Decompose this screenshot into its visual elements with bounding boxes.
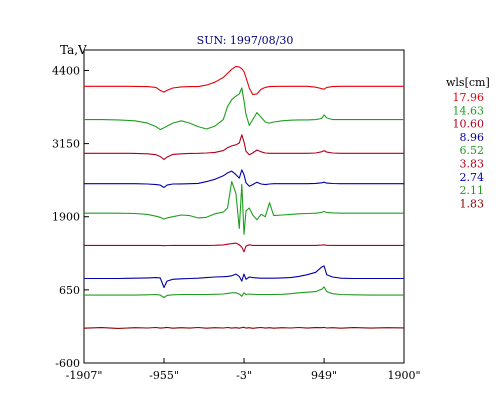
x-tick-label-0: -1907" xyxy=(66,369,103,382)
legend-item-4: 6.52 xyxy=(460,144,485,157)
y-axis-label: Ta,V xyxy=(60,43,87,57)
legend-item-7: 2.11 xyxy=(460,184,485,197)
plot-frame xyxy=(83,49,405,364)
series-line-8 xyxy=(83,326,405,329)
legend-item-1: 14.63 xyxy=(453,104,485,117)
y-tick-label-0: 4400 xyxy=(52,64,80,77)
legend-item-0: 17.96 xyxy=(453,91,485,104)
x-tick-label-3: 949" xyxy=(311,369,337,382)
y-axis: 4400 3150 1900 650 -600 xyxy=(52,64,89,370)
x-tick-label-4: 1900" xyxy=(387,369,420,382)
legend-title: wls[cm] xyxy=(446,76,490,89)
y-tick-label-1: 3150 xyxy=(52,138,80,151)
chart-title: SUN: 1997/08/30 xyxy=(197,34,294,47)
series-line-4 xyxy=(84,181,404,235)
x-tick-label-1: -955" xyxy=(149,369,179,382)
legend-item-2: 10.60 xyxy=(453,118,485,131)
series-layer xyxy=(83,65,405,329)
legend-item-5: 3.83 xyxy=(460,158,485,171)
y-tick-label-4: -600 xyxy=(55,357,80,370)
series-line-2 xyxy=(84,134,404,160)
x-axis: -1907" -955" -3" 949" 1900" xyxy=(66,358,421,382)
y-tick-label-3: 650 xyxy=(59,284,80,297)
y-tick-label-2: 1900 xyxy=(52,211,80,224)
series-line-7 xyxy=(84,286,404,299)
legend-item-3: 8.96 xyxy=(460,131,485,144)
legend-item-8: 1.83 xyxy=(460,197,485,210)
x-tick-label-2: -3" xyxy=(236,369,252,382)
series-line-5 xyxy=(84,242,404,253)
series-line-3 xyxy=(84,169,404,189)
series-line-1 xyxy=(84,87,404,131)
series-line-6 xyxy=(84,265,404,289)
legend-item-6: 2.74 xyxy=(460,171,485,184)
series-line-0 xyxy=(84,65,404,96)
